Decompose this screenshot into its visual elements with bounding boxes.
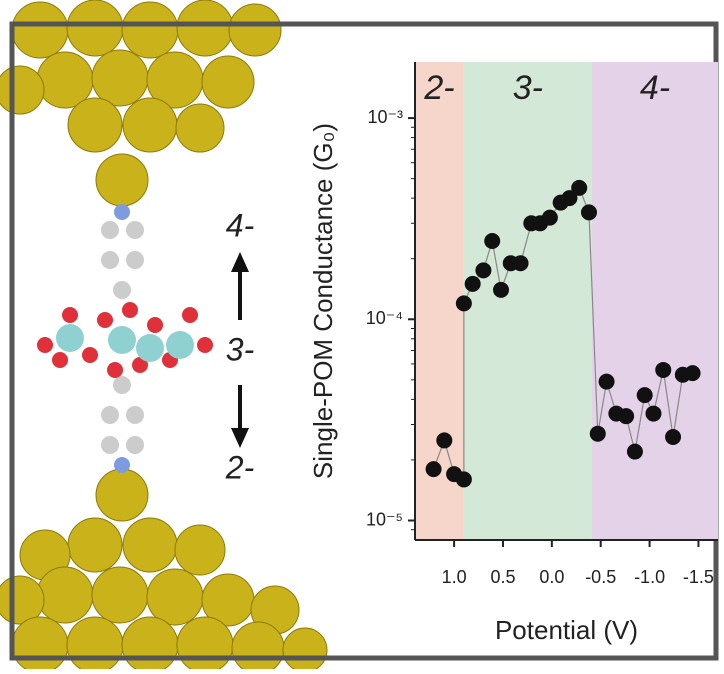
plot: 2- 3- 4- 10⁻³ 10⁻⁴ 10⁻⁵ 1.0 0.5 0.0 -0.5 -1.0 -1.5 P… [225, 62, 718, 645]
page: {"chart_data": { "type": "line", "y_labe… [0, 0, 724, 674]
data-point [571, 180, 587, 196]
data-point [542, 210, 558, 226]
region-label: 3- [513, 69, 543, 107]
data-point [436, 432, 452, 448]
data-point [645, 406, 661, 422]
x-axis-label: Potential (V) [495, 615, 638, 645]
data-point [655, 362, 671, 378]
x-tick-label: 0.0 [539, 567, 564, 587]
x-tick-label: 0.5 [490, 567, 515, 587]
data-point [493, 282, 509, 298]
region [464, 62, 592, 540]
data-point [581, 204, 597, 220]
charge-label: 4- [226, 207, 254, 243]
x-tick-label: -1.0 [634, 567, 665, 587]
data-point [685, 365, 701, 381]
data-point [426, 461, 442, 477]
data-point [599, 374, 615, 390]
y-tick-label: 10⁻³ [367, 107, 403, 127]
y-tick-label: 10⁻⁴ [366, 308, 403, 328]
charge-label: 3- [226, 331, 254, 367]
region-label: 4- [640, 69, 670, 107]
data-point [618, 408, 634, 424]
region [592, 62, 718, 540]
data-point [456, 471, 472, 487]
x-tick-label: -1.5 [683, 567, 714, 587]
data-point [627, 444, 643, 460]
region-label: 2- [423, 69, 454, 107]
data-point [456, 295, 472, 311]
x-tick-label: 1.0 [442, 567, 467, 587]
molecule-illustration [0, 0, 327, 669]
data-point [513, 255, 529, 271]
figure: 2- 3- 4- 10⁻³ 10⁻⁴ 10⁻⁵ 1.0 0.5 0.0 -0.5 -1.0 -1.5 P… [0, 0, 724, 669]
y-axis-label: Single-POM Conductance (G₀) [308, 123, 338, 479]
data-point [484, 233, 500, 249]
x-tick-label: -0.5 [585, 567, 616, 587]
data-point [665, 429, 681, 445]
data-point [475, 262, 491, 278]
charge-label: 2- [225, 449, 254, 485]
y-tick-label: 10⁻⁵ [366, 509, 403, 529]
data-point [637, 387, 653, 403]
data-point [590, 426, 606, 442]
data-point [465, 276, 481, 292]
